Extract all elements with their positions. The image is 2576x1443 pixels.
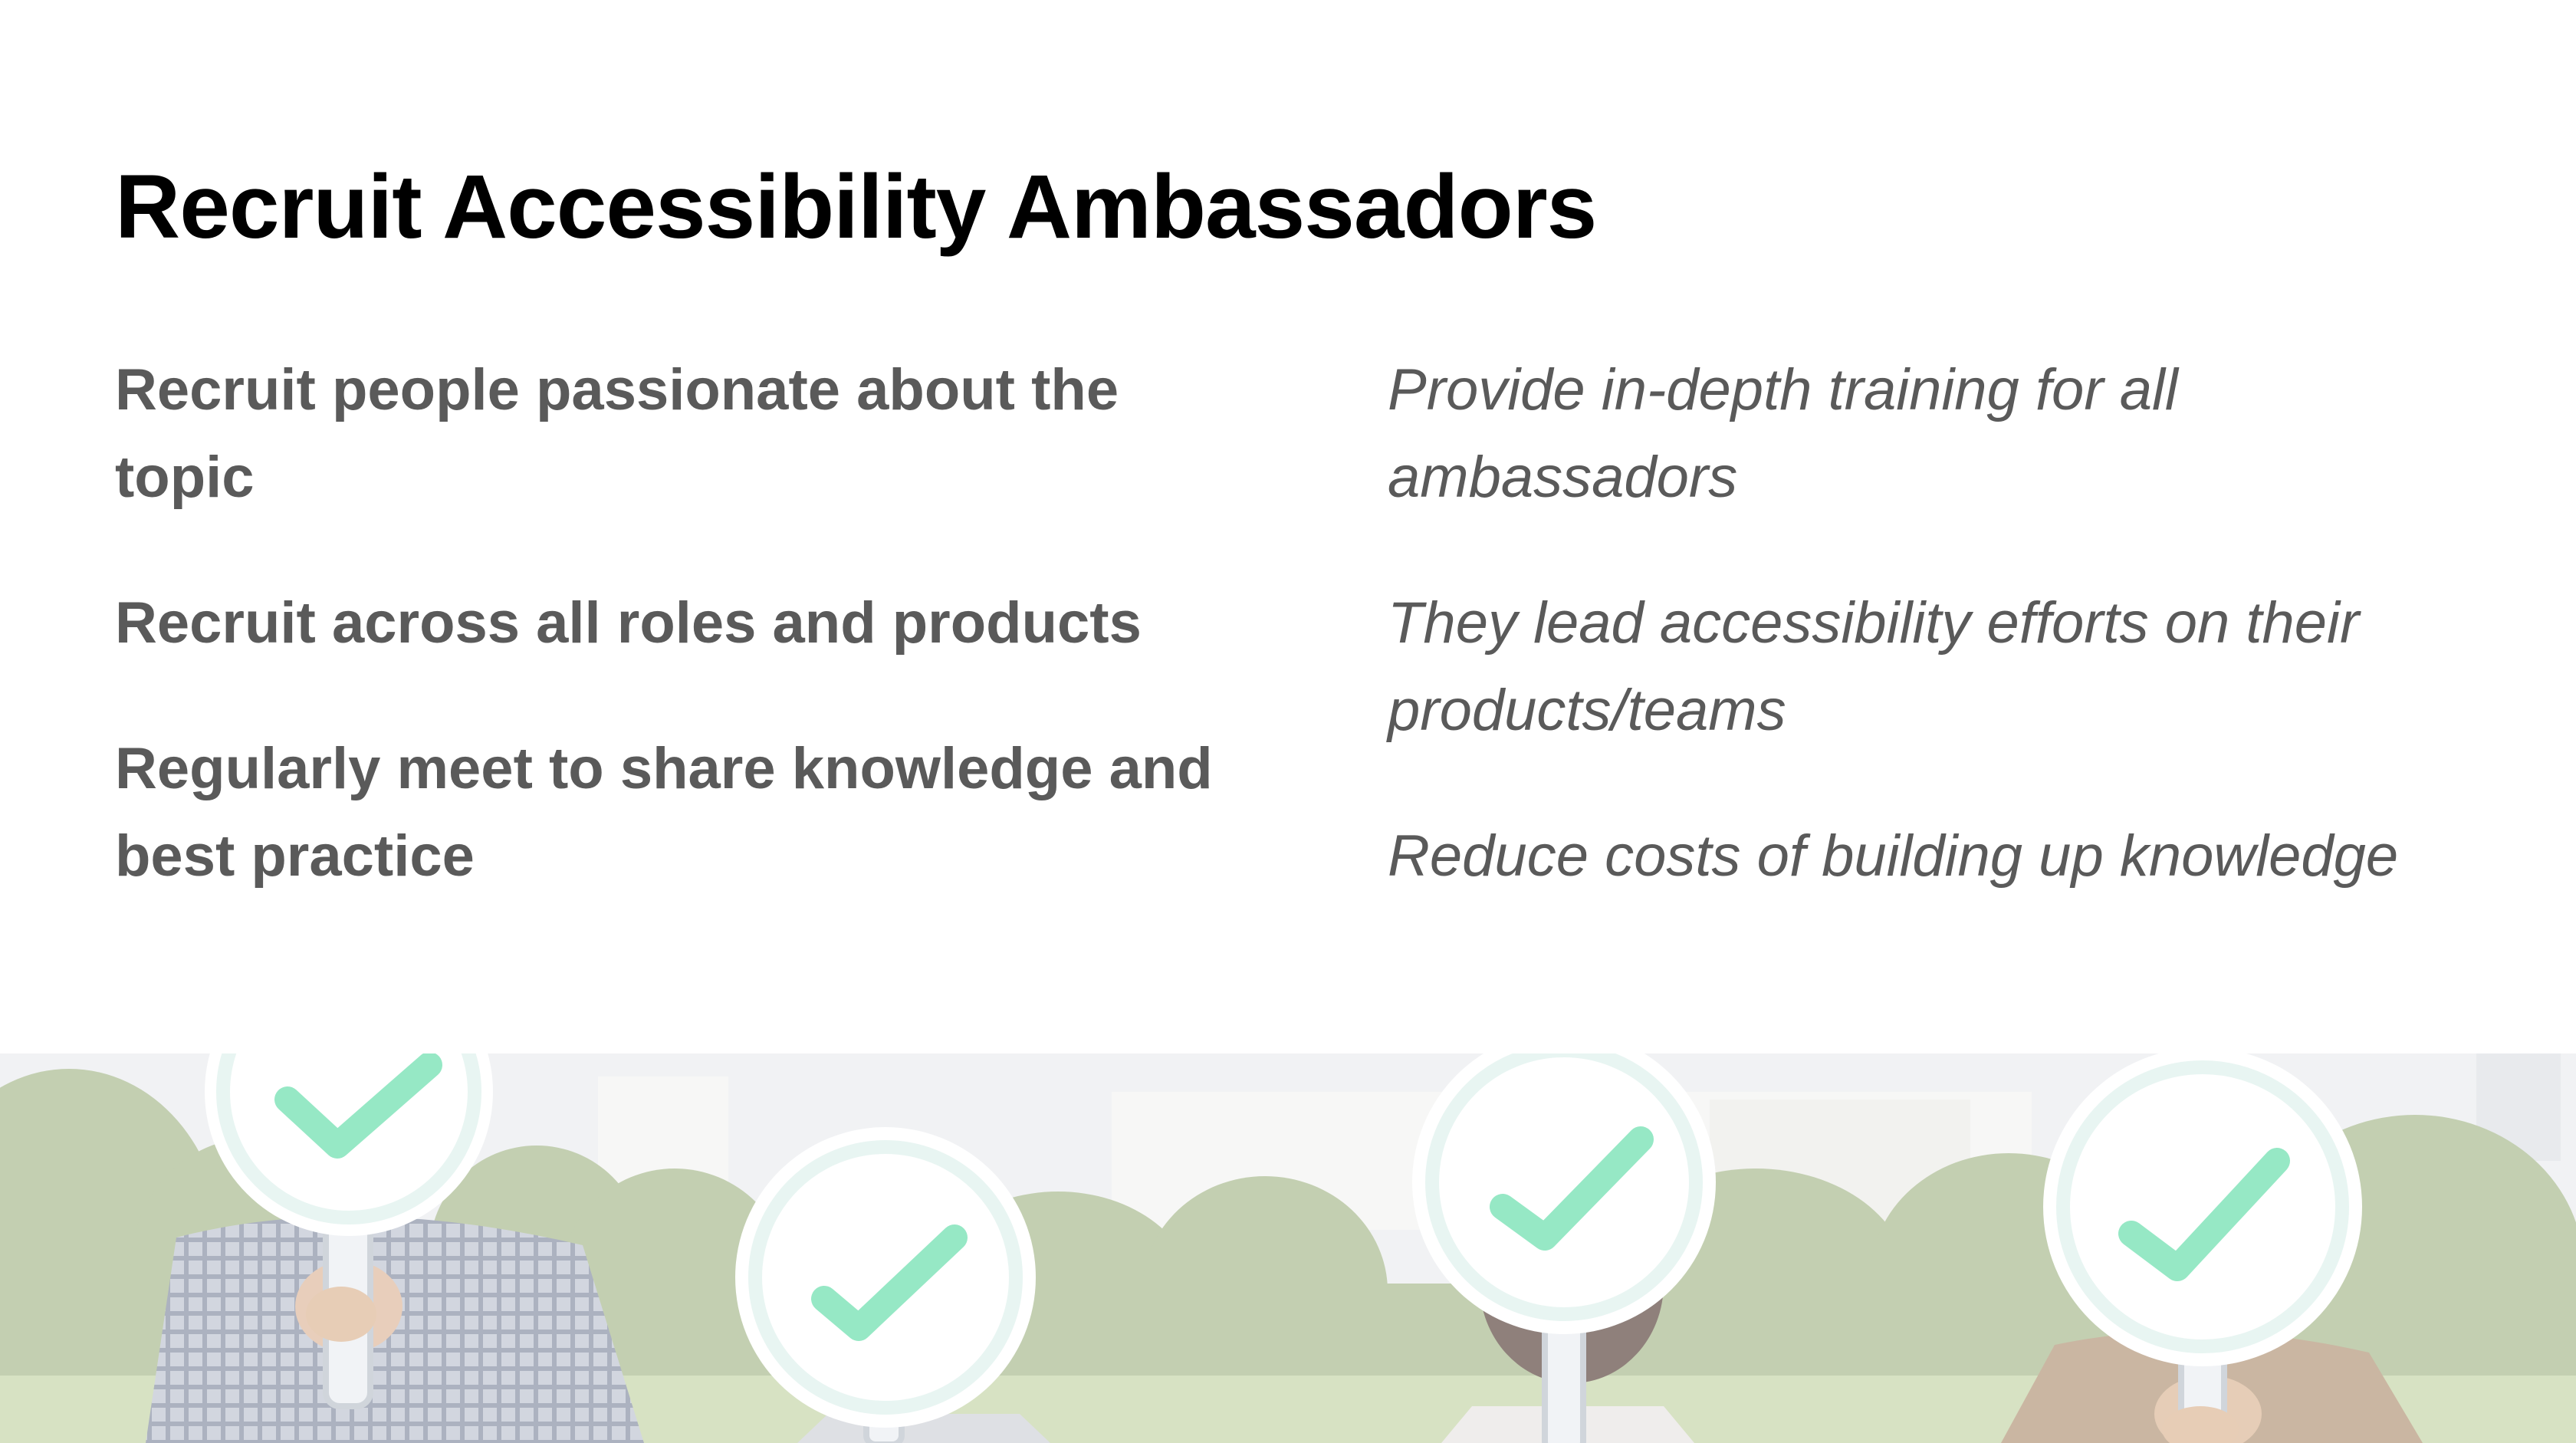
people-holding-check-signs-photo bbox=[0, 1053, 2576, 1443]
right-item-3: Reduce costs of building up knowledge bbox=[1388, 823, 2399, 889]
check-sign-3 bbox=[1412, 1053, 1716, 1443]
check-icon bbox=[1490, 1126, 1654, 1251]
right-item-2: They lead accessibility efforts on their… bbox=[1388, 590, 2360, 743]
check-icon bbox=[2118, 1148, 2290, 1281]
left-item-1: Recruit people passionate about the topi… bbox=[115, 357, 1119, 510]
check-sign-1 bbox=[205, 1053, 493, 1409]
check-icon bbox=[274, 1053, 442, 1159]
check-icon bbox=[811, 1224, 968, 1341]
right-item-1: Provide in-depth training for all ambass… bbox=[1388, 357, 2178, 510]
hands bbox=[306, 1287, 2239, 1443]
check-sign-2 bbox=[735, 1127, 1036, 1443]
check-sign-4 bbox=[2043, 1053, 2362, 1443]
slide-title: Recruit Accessibility Ambassadors bbox=[115, 156, 1597, 258]
right-column: Provide in-depth training for all ambass… bbox=[1388, 347, 2499, 958]
left-column: Recruit people passionate about the topi… bbox=[115, 347, 1265, 958]
left-item-2: Recruit across all roles and products bbox=[115, 590, 1142, 656]
background-buildings bbox=[598, 1053, 2561, 1230]
left-item-3: Regularly meet to share knowledge and be… bbox=[115, 736, 1213, 889]
